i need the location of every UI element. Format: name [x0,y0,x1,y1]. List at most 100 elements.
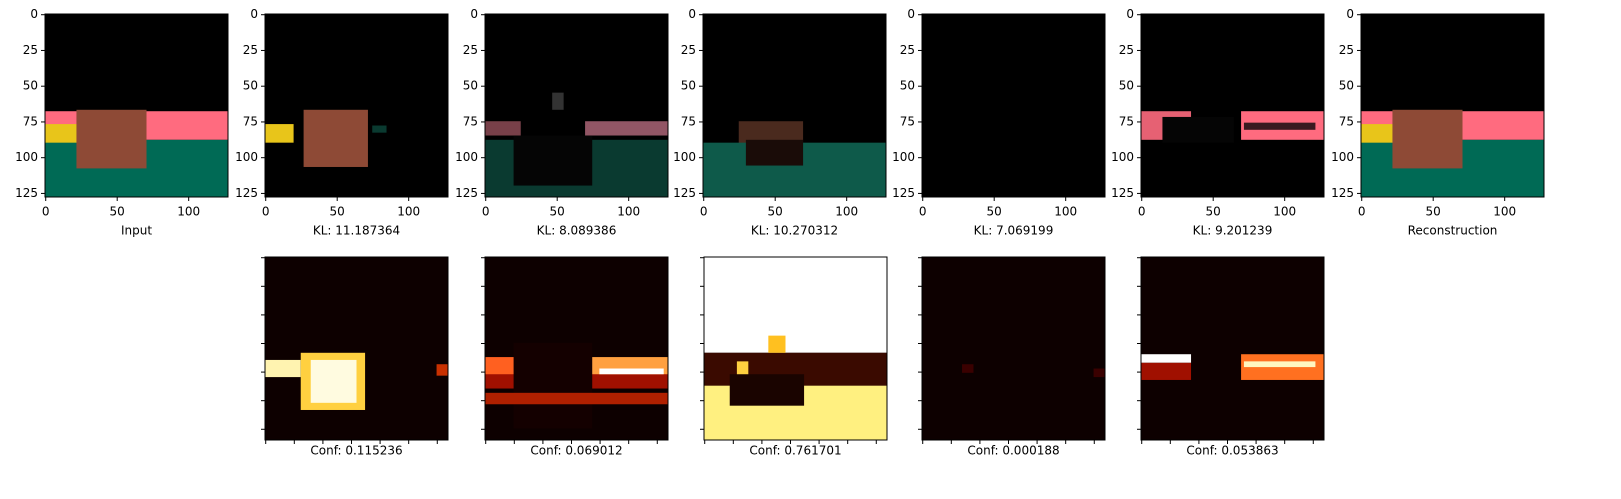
x-tick-label: 0 [42,205,50,219]
x-tick-label: 100 [177,205,200,219]
image-region [1093,368,1105,378]
image-region [310,359,357,403]
x-tick-label: 0 [700,205,708,219]
y-tick-label: 25 [23,43,38,57]
image-region [372,125,387,133]
panel: Conf: 0.000188 [918,256,1106,458]
caption: Conf: 0.115236 [310,444,402,458]
x-tick-label: 50 [768,205,783,219]
axes-frame [264,256,449,441]
panel: Conf: 0.053863 [1137,256,1325,458]
x-tick-label: 0 [482,205,490,219]
panel: 0 25 50 75 100 125 0 50 100 KL: 11.187364 [235,7,449,238]
image-region [1162,116,1234,143]
x-tick-label: 100 [1054,205,1077,219]
y-tick-label: 0 [907,7,915,21]
image-region [768,335,786,353]
image-region [1141,354,1192,363]
image-region [1392,109,1463,169]
x-tick-label: 50 [330,205,345,219]
axes-frame [264,13,449,198]
y-tick-label: 125 [235,186,258,200]
image-region [1243,122,1316,130]
y-tick-label: 125 [1331,186,1354,200]
y-tick-label: 125 [892,186,915,200]
y-tick-label: 125 [1111,186,1134,200]
y-tick-label: 125 [15,186,38,200]
y-tick-label: 0 [688,7,696,21]
image-region [436,364,448,376]
axes-frame [702,13,887,198]
y-tick-label: 0 [1126,7,1134,21]
axes-frame [1140,13,1325,198]
image-region [745,139,804,166]
y-tick-label: 75 [243,114,258,128]
y-tick-label: 0 [250,7,258,21]
x-tick-label: 100 [617,205,640,219]
axes-frame [44,13,229,198]
caption: Conf: 0.000188 [967,444,1059,458]
x-tick-label: 100 [1273,205,1296,219]
caption: KL: 9.201239 [1193,224,1273,238]
image-region [303,109,368,167]
x-tick-label: 0 [1138,205,1146,219]
image-region [45,124,81,143]
y-tick-label: 25 [681,43,696,57]
y-tick-label: 0 [1346,7,1354,21]
y-tick-label: 50 [1119,79,1134,93]
x-tick-label: 0 [919,205,927,219]
y-tick-label: 50 [900,79,915,93]
caption: KL: 8.089386 [537,224,617,238]
image-background [922,14,1105,197]
image-region [485,121,521,136]
panel: Conf: 0.069012 [481,256,669,458]
y-tick-label: 25 [1119,43,1134,57]
y-tick-label: 100 [1111,150,1134,164]
caption: Conf: 0.053863 [1186,444,1278,458]
x-tick-label: 100 [397,205,420,219]
panel: 0 25 50 75 100 125 0 50 100 Input [15,7,229,238]
image-region [265,359,301,378]
y-tick-label: 25 [900,43,915,57]
y-tick-label: 75 [1119,114,1134,128]
image-region [552,92,564,110]
image-region [76,109,147,169]
y-tick-label: 100 [673,150,696,164]
y-tick-label: 100 [455,150,478,164]
x-tick-label: 50 [110,205,125,219]
image-region [1243,361,1316,368]
image-region [736,361,749,379]
image-background [265,14,448,197]
image-region [1361,124,1397,143]
y-tick-label: 75 [23,114,38,128]
image-region [585,121,668,136]
y-tick-label: 25 [463,43,478,57]
axes-frame [484,13,669,198]
caption: KL: 7.069199 [974,224,1054,238]
y-tick-label: 100 [892,150,915,164]
y-tick-label: 100 [15,150,38,164]
image-region [485,392,668,405]
axes-frame [484,256,669,441]
x-tick-label: 50 [987,205,1002,219]
caption: KL: 10.270312 [751,224,838,238]
x-tick-label: 0 [262,205,270,219]
image-region [1141,362,1192,380]
panel: Conf: 0.761701 [700,256,888,458]
y-tick-label: 125 [673,186,696,200]
x-tick-label: 50 [1206,205,1221,219]
image-region [513,342,593,429]
image-background [265,257,448,440]
image-background [922,257,1105,440]
y-tick-label: 75 [463,114,478,128]
x-tick-label: 0 [1358,205,1366,219]
x-tick-label: 50 [1426,205,1441,219]
image-region [729,374,805,406]
y-tick-label: 50 [243,79,258,93]
caption: Conf: 0.069012 [530,444,622,458]
y-tick-label: 50 [463,79,478,93]
y-tick-label: 125 [455,186,478,200]
panel: 0 25 50 75 100 125 0 50 100 Reconstruction [1331,7,1545,238]
image-region [485,357,521,375]
